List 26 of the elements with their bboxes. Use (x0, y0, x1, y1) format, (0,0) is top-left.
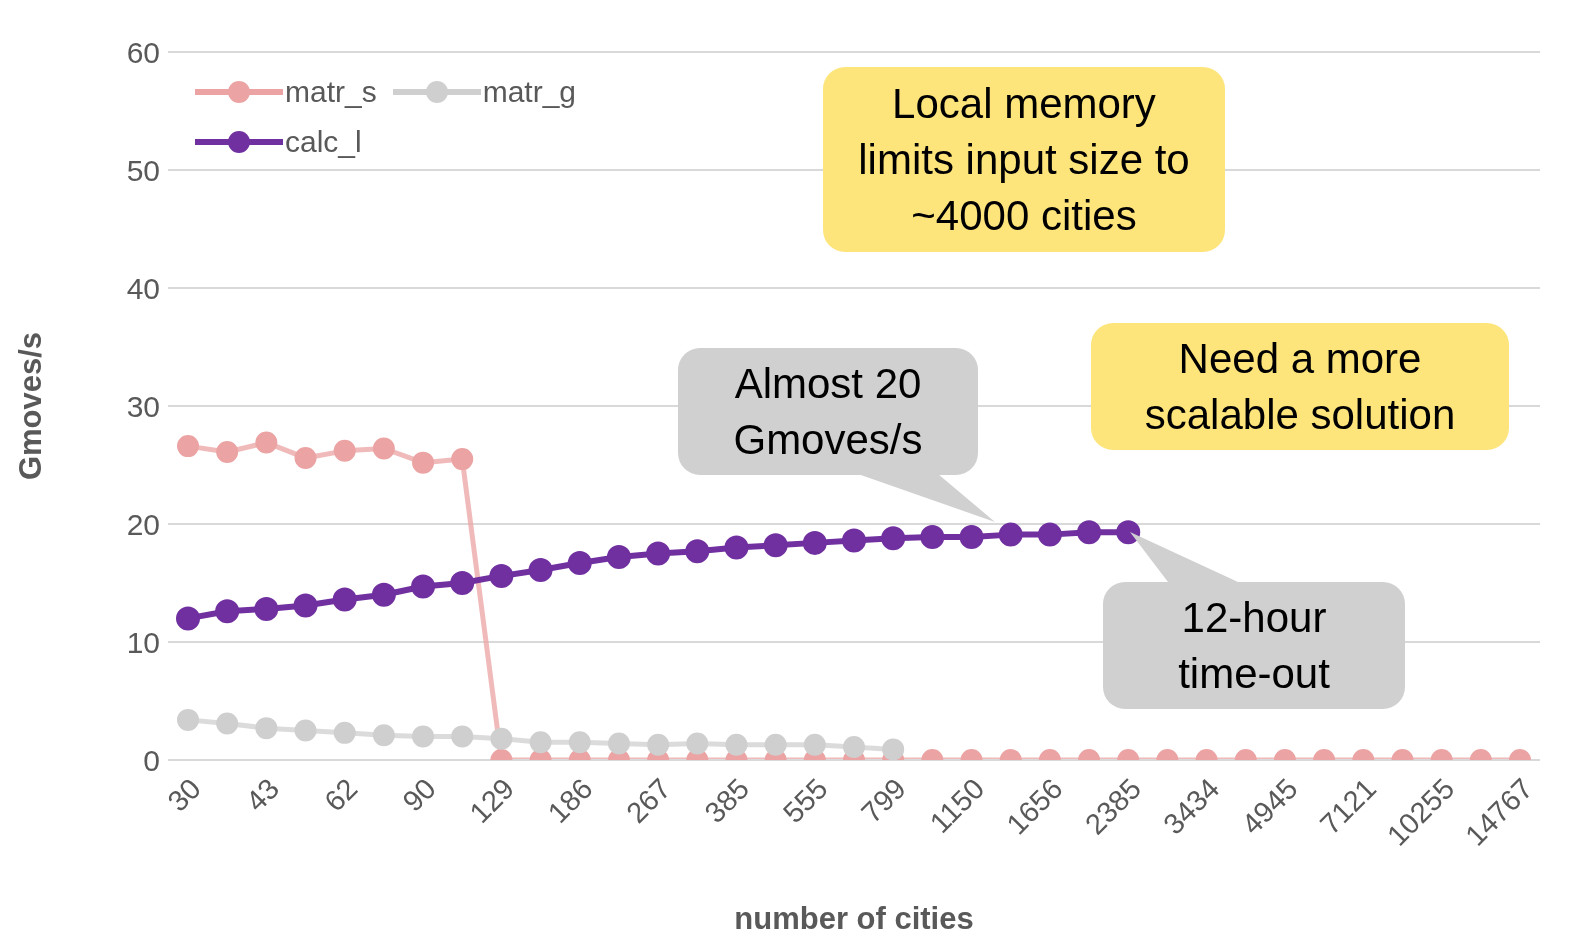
x-tick-label: 799 (855, 772, 912, 830)
y-tick-label: 60 (126, 35, 160, 69)
legend-label: matr_g (482, 75, 577, 109)
annotation: Almost 20 Gmoves/s (732, 358, 924, 465)
y-tick-label: 10 (126, 625, 160, 659)
x-tick-label: 129 (463, 772, 521, 830)
x-tick-label: 186 (541, 772, 599, 830)
x-tick-label: 267 (620, 772, 677, 830)
legend-label: calc_l (285, 125, 362, 159)
y-tick-label: 20 (126, 507, 160, 541)
x-tick-label: 555 (776, 772, 834, 830)
legend-label: matr_s (285, 75, 377, 109)
x-tick-label: 385 (698, 772, 756, 830)
x-tick-label: 30 (161, 772, 207, 818)
annotation: 12-hour time-out (1177, 592, 1331, 699)
y-tick-label: 30 (126, 389, 160, 423)
x-tick-label: 90 (396, 772, 442, 818)
x-tick-label: 62 (318, 772, 364, 818)
y-tick-label: 40 (126, 271, 160, 305)
y-axis-title: Gmoves/s (13, 331, 49, 481)
annotation: Local memory limits input size to ~4000 cities (857, 78, 1191, 241)
y-tick-label: 0 (143, 743, 160, 777)
x-tick-label: 43 (239, 772, 286, 818)
y-tick-label: 50 (126, 153, 160, 187)
x-axis-title: number of cities (734, 901, 974, 936)
annotation: Need a more scalable solution (1143, 333, 1457, 440)
